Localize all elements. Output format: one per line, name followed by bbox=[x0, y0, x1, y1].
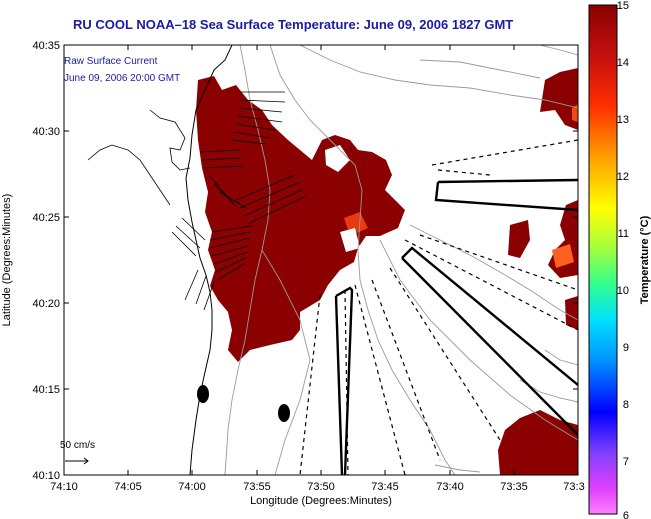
colorbar bbox=[588, 4, 618, 515]
radar-beams bbox=[334, 178, 578, 475]
overlay-current-label: Raw Surface Current bbox=[64, 56, 158, 67]
sst-region-right-lower bbox=[565, 296, 578, 330]
colorbar-tick: 6 bbox=[623, 510, 629, 519]
x-tick-label: 74:00 bbox=[178, 481, 206, 493]
x-tick-label: 73:3 bbox=[563, 481, 584, 493]
map-title: RU COOL NOAA–18 Sea Surface Temperature:… bbox=[73, 17, 514, 32]
x-tick-label: 73:40 bbox=[436, 481, 464, 493]
x-axis-label: Longitude (Degrees:Minutes) bbox=[250, 495, 392, 507]
colorbar-ticks: 15 14 13 12 11 10 9 8 7 6 bbox=[617, 0, 629, 519]
coastline-inner bbox=[149, 109, 191, 171]
overlay-current-date: June 09, 2006 20:00 GMT bbox=[64, 73, 180, 84]
colorbar-tick: 13 bbox=[617, 114, 629, 126]
sst-region-main bbox=[196, 76, 405, 362]
y-axis-label: Latitude (Degrees:Minutes) bbox=[1, 194, 13, 327]
site-marker-1 bbox=[197, 385, 209, 403]
y-axis-ticks bbox=[64, 130, 578, 390]
colorbar-tick: 12 bbox=[617, 171, 629, 183]
x-axis-ticks bbox=[63, 45, 515, 475]
colorbar-tick: 15 bbox=[617, 0, 629, 12]
x-tick-label: 73:55 bbox=[243, 481, 271, 493]
colorbar-tick: 7 bbox=[623, 456, 629, 468]
sst-warm-patch-2 bbox=[552, 244, 574, 268]
x-tick-label: 74:05 bbox=[114, 481, 142, 493]
y-tick-label: 40:10 bbox=[32, 470, 60, 482]
bay-outline bbox=[87, 144, 171, 206]
x-tick-label: 73:35 bbox=[500, 481, 528, 493]
scale-arrow-label: 50 cm/s bbox=[60, 440, 95, 451]
coastline bbox=[185, 45, 233, 475]
y-tick-label: 40:15 bbox=[32, 384, 60, 396]
colorbar-tick: 8 bbox=[623, 399, 629, 411]
current-vectors bbox=[171, 91, 307, 311]
y-tick-labels: 40:35 40:30 40:25 40:20 40:15 40:10 bbox=[32, 40, 60, 482]
sst-region-bottom-right bbox=[498, 410, 578, 475]
sst-region-top-right bbox=[540, 68, 578, 130]
y-tick-label: 40:30 bbox=[32, 126, 60, 138]
sst-warm-patch-3 bbox=[572, 104, 578, 122]
x-tick-label: 73:50 bbox=[307, 481, 335, 493]
y-tick-label: 40:25 bbox=[32, 212, 60, 224]
y-tick-label: 40:20 bbox=[32, 298, 60, 310]
cloud-hole-2 bbox=[340, 228, 360, 252]
x-tick-label: 74:10 bbox=[50, 481, 78, 493]
colorbar-tick: 14 bbox=[617, 57, 629, 69]
cloud-hole-1 bbox=[325, 145, 350, 172]
colorbar-tick: 9 bbox=[623, 342, 629, 354]
site-marker-2 bbox=[278, 404, 290, 422]
x-tick-labels: 74:10 74:05 74:00 73:55 73:50 73:45 73:4… bbox=[50, 481, 584, 493]
colorbar-tick: 10 bbox=[617, 285, 629, 297]
x-tick-label: 73:45 bbox=[371, 481, 399, 493]
y-tick-label: 40:35 bbox=[32, 40, 60, 52]
colorbar-label: Temperature (°C) bbox=[639, 215, 651, 304]
radial-lines bbox=[299, 139, 578, 475]
sst-region-right-small bbox=[508, 220, 530, 258]
map-plot-area bbox=[64, 45, 578, 475]
colorbar-tick: 11 bbox=[618, 228, 629, 240]
